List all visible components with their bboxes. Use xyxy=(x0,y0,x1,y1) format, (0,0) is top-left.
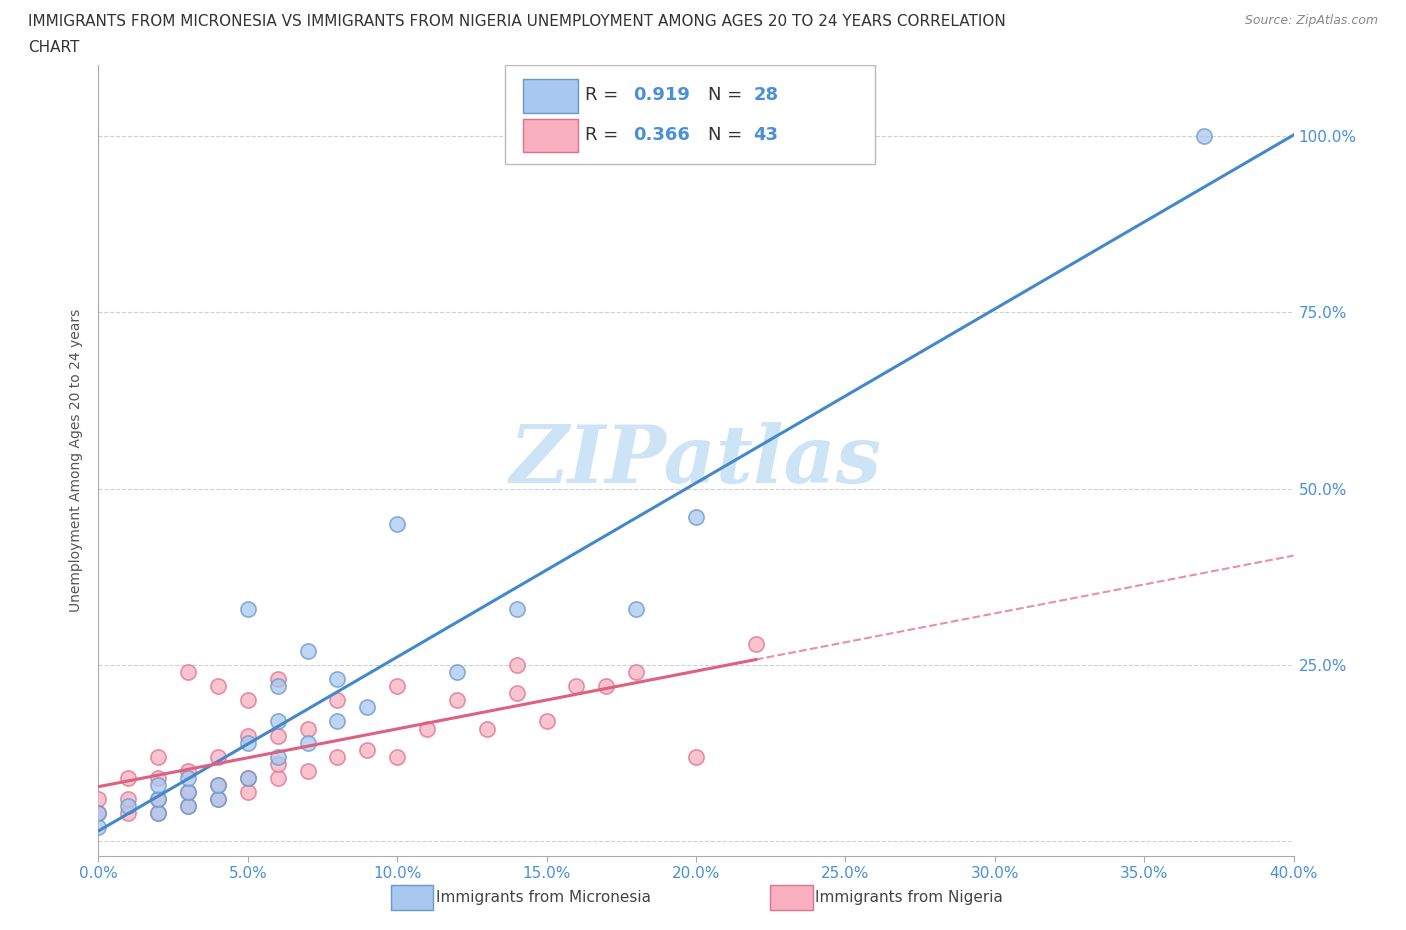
Point xyxy=(236,785,259,800)
Point xyxy=(1192,128,1215,143)
Point xyxy=(87,805,110,820)
Point xyxy=(536,714,558,729)
Point xyxy=(177,764,200,778)
Point xyxy=(595,679,617,694)
Point xyxy=(236,771,259,786)
Point xyxy=(297,721,319,736)
Point xyxy=(326,714,349,729)
Point xyxy=(385,750,409,764)
Point xyxy=(626,601,648,616)
Point xyxy=(685,750,707,764)
Point xyxy=(117,805,139,820)
Point xyxy=(207,791,229,806)
Point xyxy=(117,771,139,786)
Point xyxy=(267,750,290,764)
Point xyxy=(267,771,290,786)
Point xyxy=(207,791,229,806)
Point xyxy=(177,799,200,814)
Point xyxy=(385,679,409,694)
Point xyxy=(117,791,139,806)
Text: 0.366: 0.366 xyxy=(633,126,689,143)
Point xyxy=(565,679,588,694)
Point xyxy=(236,601,259,616)
Text: 0.919: 0.919 xyxy=(633,86,689,104)
Text: IMMIGRANTS FROM MICRONESIA VS IMMIGRANTS FROM NIGERIA UNEMPLOYMENT AMONG AGES 20: IMMIGRANTS FROM MICRONESIA VS IMMIGRANTS… xyxy=(28,14,1005,29)
Point xyxy=(446,665,468,680)
Point xyxy=(267,671,290,686)
Point xyxy=(236,771,259,786)
Point xyxy=(267,756,290,771)
Point xyxy=(506,658,529,672)
Point xyxy=(446,693,468,708)
Point xyxy=(148,777,170,792)
Point xyxy=(236,693,259,708)
Point xyxy=(297,736,319,751)
FancyBboxPatch shape xyxy=(523,79,578,113)
Point xyxy=(177,799,200,814)
FancyBboxPatch shape xyxy=(505,65,875,164)
Text: Immigrants from Micronesia: Immigrants from Micronesia xyxy=(436,890,651,905)
FancyBboxPatch shape xyxy=(523,119,578,152)
Point xyxy=(177,785,200,800)
Point xyxy=(385,516,409,531)
Text: CHART: CHART xyxy=(28,40,80,55)
Y-axis label: Unemployment Among Ages 20 to 24 years: Unemployment Among Ages 20 to 24 years xyxy=(69,309,83,612)
Point xyxy=(148,805,170,820)
Point xyxy=(267,728,290,743)
Point xyxy=(207,777,229,792)
Point xyxy=(416,721,439,736)
Point xyxy=(177,771,200,786)
Text: R =: R = xyxy=(585,126,624,143)
Point xyxy=(207,679,229,694)
Point xyxy=(626,665,648,680)
Point xyxy=(356,700,378,715)
Point xyxy=(207,750,229,764)
Text: Immigrants from Nigeria: Immigrants from Nigeria xyxy=(815,890,1004,905)
Point xyxy=(267,679,290,694)
Text: ZIPatlas: ZIPatlas xyxy=(510,421,882,499)
Point xyxy=(87,805,110,820)
Text: N =: N = xyxy=(709,86,748,104)
Point xyxy=(148,771,170,786)
Point xyxy=(207,777,229,792)
Text: 43: 43 xyxy=(754,126,779,143)
Point xyxy=(475,721,498,736)
Point xyxy=(297,644,319,658)
Point xyxy=(177,785,200,800)
Point xyxy=(685,510,707,525)
Text: 28: 28 xyxy=(754,86,779,104)
Point xyxy=(236,728,259,743)
Point xyxy=(148,791,170,806)
Point xyxy=(506,601,529,616)
Point xyxy=(148,791,170,806)
Point xyxy=(267,714,290,729)
Text: N =: N = xyxy=(709,126,748,143)
Point xyxy=(87,820,110,835)
Point xyxy=(87,791,110,806)
Point xyxy=(506,685,529,700)
Text: R =: R = xyxy=(585,86,624,104)
Point xyxy=(326,693,349,708)
Point xyxy=(117,799,139,814)
Point xyxy=(356,742,378,757)
Point xyxy=(148,805,170,820)
Text: Source: ZipAtlas.com: Source: ZipAtlas.com xyxy=(1244,14,1378,27)
Point xyxy=(236,736,259,751)
Point xyxy=(177,665,200,680)
Point xyxy=(326,750,349,764)
Point xyxy=(297,764,319,778)
Point xyxy=(745,636,768,651)
Point xyxy=(148,750,170,764)
Point xyxy=(326,671,349,686)
